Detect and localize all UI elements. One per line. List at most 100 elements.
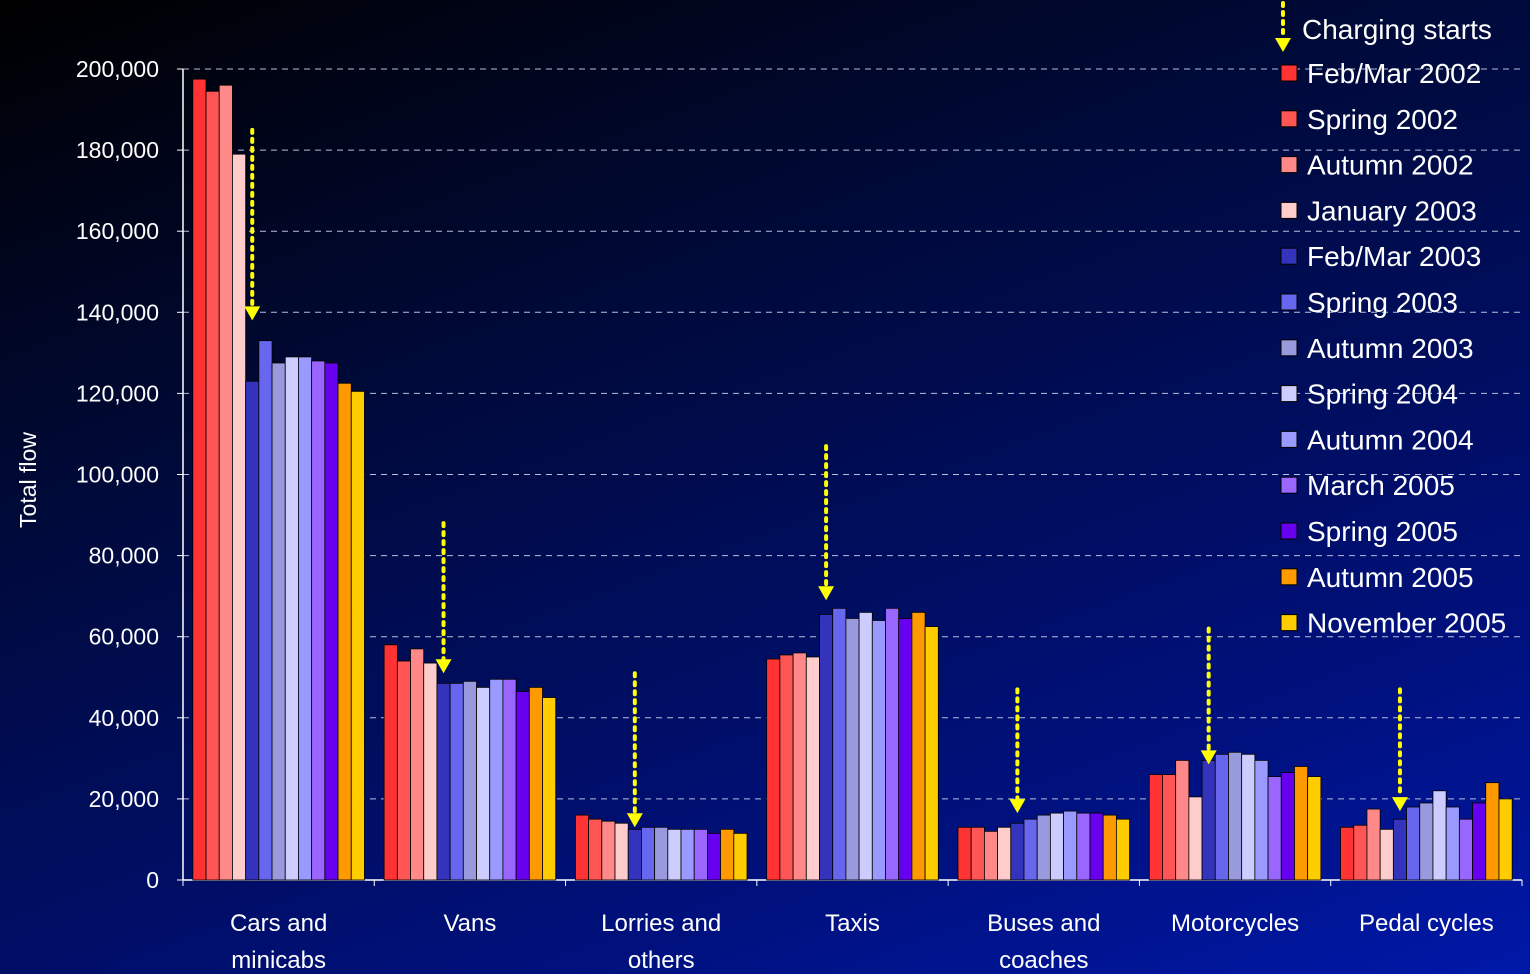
legend-swatch [1280,293,1298,311]
bar [845,618,860,881]
bar [337,382,352,881]
bar [1445,806,1460,881]
y-tick-label: 100,000 [76,462,159,488]
bar [1010,822,1025,881]
bar [707,832,722,881]
legend-swatch [1280,201,1298,219]
bar [1280,772,1295,881]
bars [192,78,1513,881]
bar [1076,812,1091,881]
charging-arrow-head [1391,797,1408,812]
charging-arrow-head [818,586,835,601]
bar [997,826,1012,881]
bar [1102,814,1117,881]
bar [1432,790,1447,881]
legend-label: Autumn 2004 [1307,424,1474,455]
bar [733,832,748,881]
bar [693,828,708,881]
bar [1485,782,1500,881]
legend-swatch [1280,385,1298,403]
y-tick-label: 0 [146,867,159,893]
bar [1379,828,1394,881]
bar [957,826,972,881]
legend-label: Spring 2002 [1307,104,1458,135]
charging-arrow-head [1009,799,1026,814]
charging-arrow-head [244,306,261,321]
bar [898,618,913,881]
bar [515,691,530,881]
charging-arrow-head [1200,750,1217,765]
bar [192,78,207,881]
bar [476,686,491,881]
bar [542,697,557,881]
charging-start-arrows [244,127,1408,828]
legend-swatch [1280,430,1298,448]
bar [1162,774,1177,881]
bar [1023,818,1038,881]
legend-swatch [1280,568,1298,586]
bar [1366,808,1381,881]
bar [218,84,233,881]
bar [1063,810,1078,881]
bar [423,662,438,881]
y-tick-label: 160,000 [76,218,159,244]
bar [245,380,260,881]
y-tick-label: 60,000 [89,624,159,650]
legend-swatch [1280,522,1298,540]
legend-label: March 2005 [1307,470,1455,501]
bar [924,626,939,881]
bar [1254,759,1269,881]
legend-swatch [1280,64,1298,82]
charging-arrow-head [626,813,643,828]
bar [449,682,464,881]
bar [667,828,682,881]
legend-swatch [1280,156,1298,174]
legend-swatch [1280,614,1298,632]
bar [1201,759,1216,881]
bar [601,820,616,881]
bar [1241,753,1256,881]
bar [885,607,900,881]
bar [1148,774,1163,881]
bar [858,611,873,881]
legend-label: Spring 2003 [1307,287,1458,318]
bar [410,648,425,881]
bar [1228,751,1243,881]
bar [680,828,695,881]
y-tick-label: 140,000 [76,299,159,325]
bar [641,826,656,881]
bar [1089,812,1104,881]
x-tick-label: Vans [443,910,496,937]
bar [654,826,669,881]
bar [588,818,603,881]
y-axis-label: Total flow [15,432,41,528]
bar [205,90,220,881]
bar [819,613,834,881]
legend-swatch [1280,110,1298,128]
bar [1267,776,1282,881]
bar [298,356,313,881]
bar [1214,753,1229,881]
bar [1175,759,1190,881]
bar [1472,802,1487,881]
x-tick-label: Pedal cycles [1359,910,1494,937]
bar [271,362,286,881]
bar [1049,812,1064,881]
legend-label: Feb/Mar 2002 [1307,58,1481,89]
bar [970,826,985,881]
bar [766,658,781,881]
bar [1458,818,1473,881]
bar [1498,798,1513,881]
legend-label: Feb/Mar 2003 [1307,241,1481,272]
legend-swatch [1280,339,1298,357]
x-tick-label: Cars and minicabs [230,910,327,974]
bar [284,356,299,881]
legend-label: January 2003 [1307,195,1477,226]
bar [489,678,504,881]
y-tick-label: 180,000 [76,137,159,163]
legend-label: Spring 2005 [1307,516,1458,547]
bar [1294,766,1309,881]
bar [614,822,629,881]
bar [1353,824,1368,881]
